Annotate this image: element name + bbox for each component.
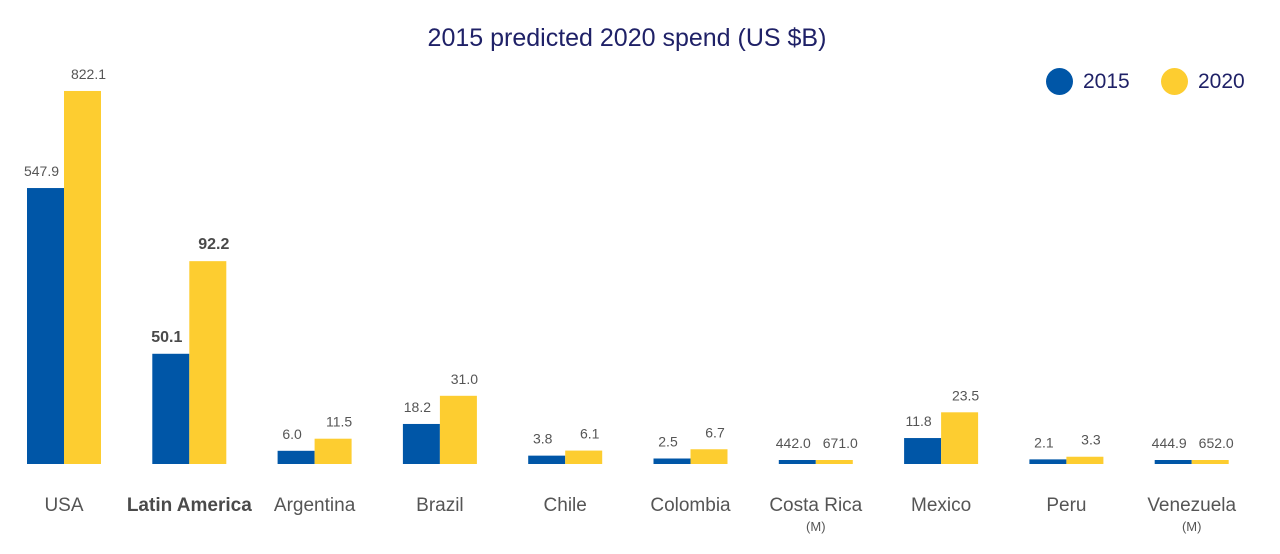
bar-2015-colombia [653,458,691,464]
value-label-2015: 11.8 [905,413,931,429]
bar-2020-colombia [690,449,728,464]
legend-label-2015: 2015 [1083,69,1130,93]
category-label: Chile [544,495,587,516]
legend-swatch-2020 [1161,68,1188,95]
bar-2015-costa-rica [778,460,816,464]
value-label-2015: 3.8 [533,431,553,447]
value-label-2020: 6.1 [580,426,600,442]
bar-2020-brazil [439,395,477,464]
bar-2020-chile [565,450,603,464]
value-label-2020: 92.2 [198,236,229,253]
category-label: Peru [1046,495,1086,516]
value-label-2015: 50.1 [151,329,182,346]
bar-2020-mexico [941,412,979,464]
value-label-2015: 18.2 [404,399,431,415]
bar-2020-peru [1066,456,1104,464]
bar-2015-chile [528,455,566,464]
value-label-2015: 444.9 [1152,435,1187,451]
bar-2020-argentina [314,438,352,464]
category-label: Venezuela [1147,495,1236,516]
value-label-2020: 6.7 [705,424,725,440]
legend-item-2020: 2020 [1161,68,1245,95]
bar-2020-costa-rica [815,460,853,464]
value-label-2015: 6.0 [282,426,302,442]
bar-2020-latin-america [189,261,227,464]
category-unit-note: (M) [1182,519,1202,534]
bar-2015-usa [27,188,64,464]
value-label-2020: 11.5 [326,414,352,430]
category-label: Colombia [650,495,731,516]
bar-2015-brazil [402,423,440,464]
value-label-2020: 652.0 [1199,435,1234,451]
bar-2020-venezuela [1191,460,1229,464]
category-label: USA [44,495,83,516]
bar-2015-latin-america [152,353,190,464]
category-label: Latin America [127,495,252,516]
bar-2015-mexico [904,438,942,464]
category-label: Costa Rica [769,495,862,516]
legend-item-2015: 2015 [1046,68,1130,95]
legend-label-2020: 2020 [1198,69,1245,93]
bar-2015-venezuela [1154,460,1192,464]
legend-swatch-2015 [1046,68,1073,95]
category-label: Brazil [416,495,464,516]
value-label-2020: 31.0 [451,371,478,387]
value-label-2015: 2.1 [1034,434,1054,450]
value-label-2020: 3.3 [1081,432,1101,448]
bar-2015-argentina [277,450,315,464]
category-unit-note: (M) [806,519,826,534]
bar-2020-usa [64,90,101,465]
value-label-2020: 23.5 [952,387,979,403]
value-label-2020: 671.0 [823,435,858,451]
bar-2015-peru [1029,459,1067,464]
value-label-2015: 442.0 [776,435,811,451]
value-label-2015: 2.5 [658,434,678,450]
chart-title: 2015 predicted 2020 spend (US $B) [427,24,827,52]
value-label-2015: 547.9 [24,163,59,179]
value-label-2020: 822.1 [71,66,106,82]
category-label: Mexico [911,495,971,516]
category-label: Argentina [274,495,356,516]
